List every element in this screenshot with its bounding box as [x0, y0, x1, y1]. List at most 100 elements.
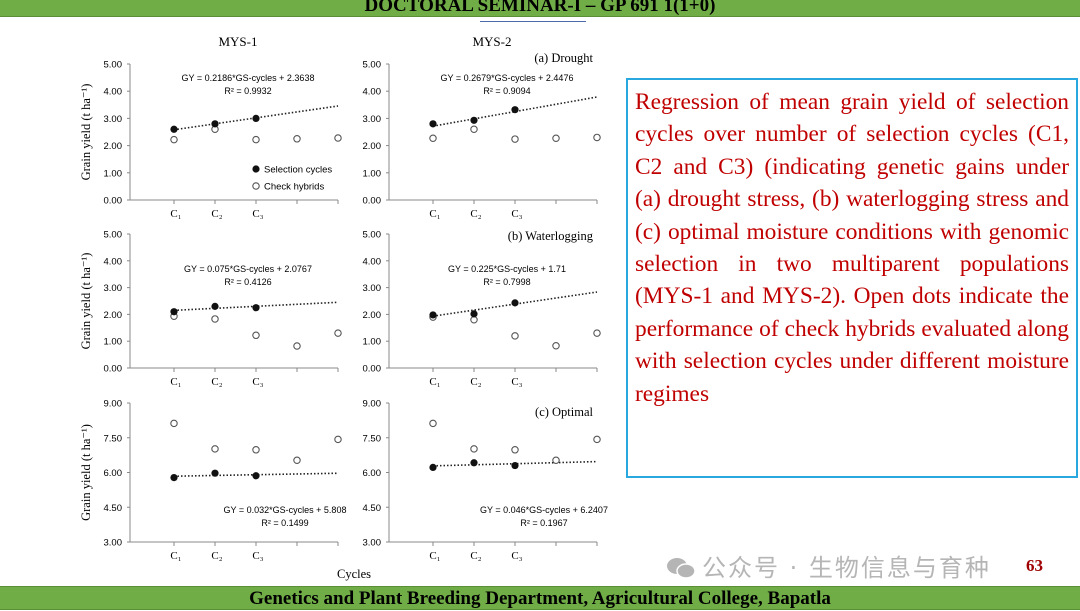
check-hybrid-point: [552, 342, 560, 350]
column-title: MYS-2: [472, 34, 511, 49]
legend-check-label: Check hybrids: [264, 182, 324, 193]
regression-equation: GY = 0.2679*GS-cycles + 2.4476: [441, 73, 574, 83]
check-hybrid-point: [293, 342, 301, 350]
y-tick-label: 1.00: [104, 337, 123, 348]
check-hybrid-point: [470, 316, 478, 324]
check-hybrid-point: [511, 135, 519, 143]
check-hybrid-point: [170, 135, 178, 144]
y-tick-label: 2.00: [104, 141, 123, 152]
panel-condition-label: (b) Waterlogging: [508, 229, 594, 243]
x-tick-label: C₂: [470, 208, 481, 220]
y-tick-label: 1.00: [363, 168, 382, 179]
header-bar: DOCTORAL SEMINAR-I – GP 691 1(1+0): [0, 0, 1080, 17]
y-tick-label: 1.00: [104, 168, 123, 179]
y-tick-label: 4.50: [104, 503, 123, 514]
x-tick-label: C₂: [470, 376, 481, 388]
panel-condition-label: (a) Drought: [534, 51, 593, 65]
x-tick-label: C₃: [252, 550, 263, 562]
x-tick-label: C₁: [429, 376, 440, 388]
page-number: 63: [1026, 556, 1043, 575]
selection-cycle-point: [470, 459, 478, 467]
check-hybrid-point: [252, 446, 260, 454]
check-hybrid-point: [552, 456, 560, 464]
selection-cycle-point: [511, 461, 519, 470]
x-tick-label: C₁: [170, 208, 181, 220]
trend-line: [432, 460, 598, 467]
x-tick-label: C₃: [252, 208, 263, 220]
check-hybrid-point: [334, 435, 342, 444]
r-squared: R² = 0.7998: [483, 277, 530, 287]
y-tick-label: 0.00: [363, 196, 382, 207]
x-tick-label: C₃: [511, 208, 522, 220]
y-tick-label: 0.00: [104, 364, 123, 375]
footer-bar: Genetics and Plant Breeding Department, …: [0, 586, 1080, 610]
check-hybrid-point: [293, 135, 301, 143]
check-hybrid-point: [334, 329, 342, 337]
regression-equation: GY = 0.032*GS-cycles + 5.808: [224, 505, 347, 515]
x-tick-label: C₁: [170, 376, 181, 388]
regression-equation: GY = 0.225*GS-cycles + 1.71: [448, 264, 566, 274]
y-tick-label: 7.50: [104, 433, 123, 444]
regression-equation: GY = 0.075*GS-cycles + 2.0767: [184, 264, 312, 274]
check-hybrid-point: [593, 435, 601, 444]
description-text: Regression of mean grain yield of select…: [635, 89, 1069, 407]
selection-cycle-point: [511, 106, 519, 114]
y-tick-label: 2.00: [104, 310, 123, 321]
y-axis-label: Grain yield (t ha⁻¹): [79, 424, 93, 521]
selection-cycle-point: [170, 308, 178, 316]
x-tick-label: C₁: [429, 550, 440, 562]
y-tick-label: 4.00: [363, 256, 382, 267]
check-hybrid-point: [252, 331, 260, 340]
check-hybrid-point: [593, 329, 601, 337]
selection-cycle-point: [470, 310, 478, 318]
x-tick-label: C₃: [511, 376, 522, 388]
check-hybrid-point: [293, 456, 301, 464]
r-squared: R² = 0.1499: [261, 518, 308, 528]
check-hybrid-point: [170, 419, 178, 428]
check-hybrid-point: [593, 133, 601, 142]
r-squared: R² = 0.9932: [224, 86, 271, 96]
legend-selection-label: Selection cycles: [264, 165, 332, 176]
r-squared: R² = 0.1967: [520, 518, 567, 528]
legend-check-marker: [252, 182, 260, 190]
x-tick-label: C₂: [470, 550, 481, 562]
y-tick-label: 3.00: [104, 114, 123, 125]
y-tick-label: 5.00: [363, 60, 382, 71]
y-tick-label: 4.00: [363, 87, 382, 98]
y-tick-label: 0.00: [363, 364, 382, 375]
y-tick-label: 1.00: [363, 337, 382, 348]
selection-cycle-point: [170, 125, 178, 133]
selection-cycle-point: [429, 463, 437, 472]
selection-cycle-point: [429, 120, 437, 128]
y-tick-label: 4.00: [104, 87, 123, 98]
wechat-icon: [667, 558, 696, 579]
regression-charts: MYS-1 MYS-2 (a) Drought Grain yield (t ha⁻¹…: [79, 34, 608, 581]
selection-cycle-point: [211, 469, 219, 477]
y-tick-label: 2.00: [363, 310, 382, 321]
y-tick-label: 4.50: [363, 503, 382, 514]
y-tick-label: 9.00: [104, 399, 123, 410]
y-tick-label: 3.00: [104, 538, 123, 549]
r-squared: R² = 0.9094: [483, 86, 530, 96]
x-tick-label: C₂: [211, 376, 222, 388]
y-tick-label: 9.00: [363, 399, 382, 410]
selection-cycle-point: [252, 114, 260, 122]
y-tick-label: 6.00: [363, 468, 382, 479]
selection-cycle-point: [511, 299, 519, 307]
y-tick-label: 2.00: [363, 141, 382, 152]
y-tick-label: 3.00: [104, 283, 123, 294]
check-hybrid-point: [511, 332, 519, 340]
x-axis-label: Cycles: [337, 567, 371, 581]
selection-cycle-point: [170, 473, 178, 482]
x-tick-label: C₂: [211, 208, 222, 220]
y-tick-label: 7.50: [363, 433, 382, 444]
selection-cycle-point: [252, 472, 260, 480]
legend-selection-marker: [252, 165, 260, 173]
watermark: 公众号 · 生物信息与育种: [666, 548, 991, 583]
check-hybrid-point: [429, 134, 437, 143]
y-tick-label: 4.00: [104, 256, 123, 267]
y-axis-label: Grain yield (t ha⁻¹): [79, 84, 93, 181]
y-axis-label: Grain yield (t ha⁻¹): [79, 253, 93, 350]
header-title: DOCTORAL SEMINAR-I – GP 691 1(1+0): [364, 0, 716, 16]
x-tick-label: C₁: [170, 550, 181, 562]
